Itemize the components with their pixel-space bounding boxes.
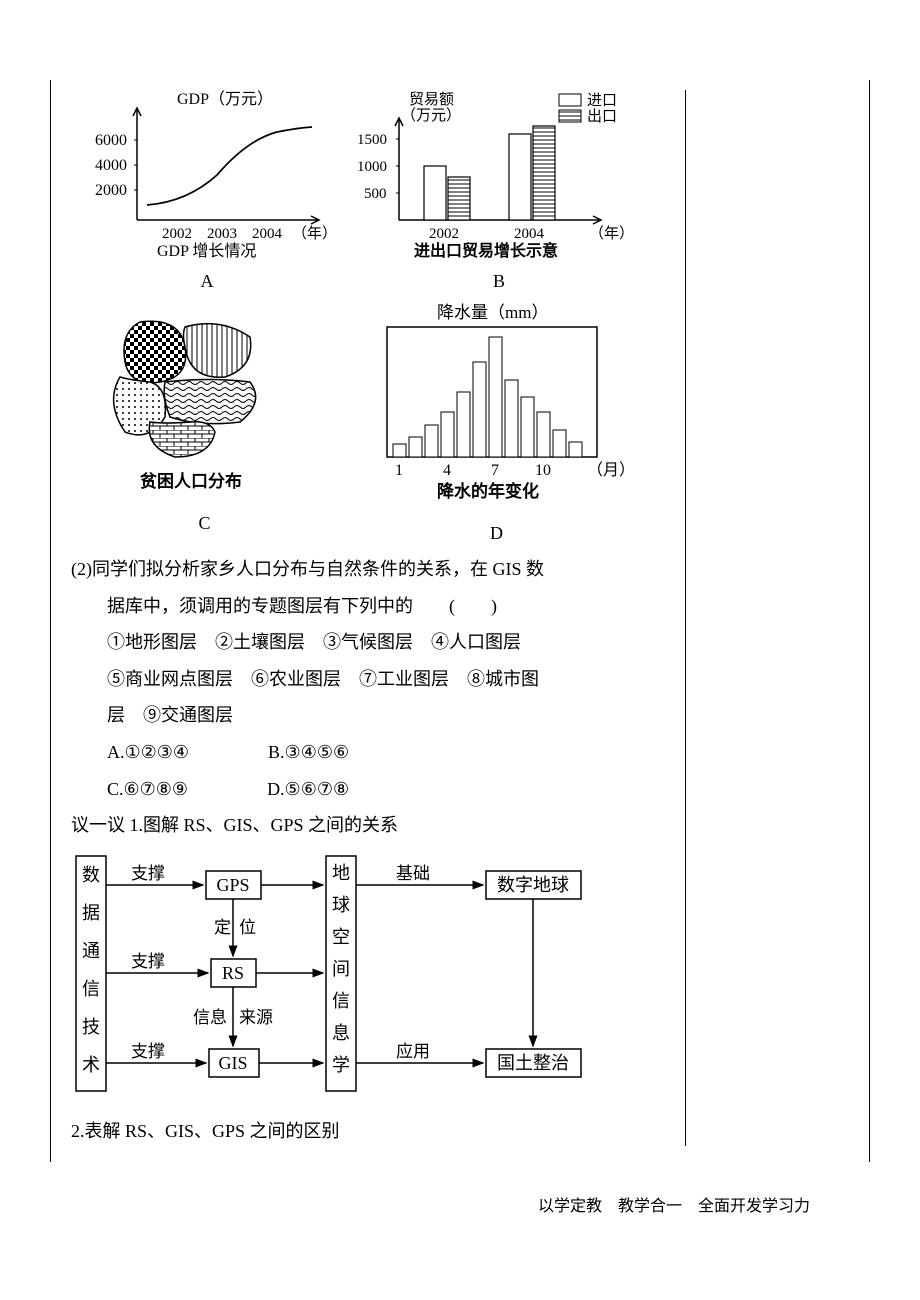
svg-text:空: 空 [332, 927, 350, 947]
svg-text:息: 息 [332, 1023, 350, 1043]
chart-d-xtick-4: 4 [443, 462, 451, 479]
flowchart: 数 据 通 信 技 术 地 球 空 间 信 息 学 GPS RS GIS 支撑 … [71, 851, 655, 1106]
node-land: 国土整治 [497, 1053, 569, 1073]
svg-text:学: 学 [332, 1055, 350, 1075]
edge-support-3: 支撑 [131, 1042, 165, 1061]
question2-choices-row1: A.①②③④ B.③④⑤⑥ [71, 737, 655, 768]
choice-d: D.⑤⑥⑦⑧ [267, 779, 349, 799]
svg-text:术: 术 [82, 1055, 100, 1075]
chart-a-title: GDP 增长情况 [157, 242, 256, 260]
chart-a-panel-label: A [77, 271, 337, 292]
chart-b-panel-label: B [349, 271, 649, 292]
chart-d-title-top: 降水量（mm） [437, 303, 548, 322]
node-digital: 数字地球 [497, 875, 569, 895]
svg-text:位: 位 [239, 918, 256, 937]
question2-options-line3: 层 ⑨交通图层 [71, 700, 655, 731]
chart-a-ytick-2000: 2000 [95, 182, 127, 199]
discuss-heading1: 议一议 1.图解 RS、GIS、GPS 之间的关系 [71, 810, 655, 841]
chart-b-legend-import: 进口 [587, 92, 617, 109]
chart-d-xtick-7: 7 [491, 462, 499, 479]
footer-text: 以学定教 教学合一 全面开发学习力 [50, 1192, 870, 1216]
svg-text:数: 数 [82, 865, 100, 885]
chart-a-xtick-2: 2004 [252, 226, 283, 242]
chart-a-ytick-4000: 4000 [95, 157, 127, 174]
chart-b-title: 进出口贸易增长示意 [414, 241, 558, 260]
question2-options-line1: ①地形图层 ②土壤图层 ③气候图层 ④人口图层 [71, 627, 655, 658]
svg-text:地: 地 [332, 863, 350, 883]
edge-support-2: 支撑 [131, 952, 165, 971]
question2-stem-line2: 据库中，须调用的专题图层有下列中的 ( ) [71, 591, 655, 622]
chart-b-legend-export: 出口 [587, 108, 617, 125]
chart-b-ytick-500: 500 [364, 186, 387, 202]
edge-support-1: 支撑 [131, 864, 165, 883]
chart-b-ylabel2: （万元） [401, 107, 461, 124]
choice-c: C.⑥⑦⑧⑨ [107, 779, 188, 799]
question2-choices-row2: C.⑥⑦⑧⑨ D.⑤⑥⑦⑧ [71, 774, 655, 805]
chart-a: GDP（万元） 2000 4000 6000 2002 2003 2004 （年… [77, 90, 337, 292]
chart-b-xtick-1: 2004 [514, 226, 545, 242]
chart-a-ytick-6000: 6000 [95, 132, 127, 149]
chart-d: 降水量（mm） 1 4 7 10 （月） 降水的年变化 D [357, 302, 637, 544]
svg-text:间: 间 [332, 959, 350, 979]
chart-b-ytick-1000: 1000 [357, 159, 387, 175]
choice-b: B.③④⑤⑥ [268, 742, 349, 762]
svg-text:据: 据 [82, 903, 100, 923]
svg-text:信息: 信息 [193, 1008, 227, 1027]
node-gis: GIS [218, 1053, 247, 1073]
question2-stem-line1: (2)同学们拟分析家乡人口分布与自然条件的关系，在 GIS 数 [71, 554, 655, 585]
node-gps: GPS [216, 875, 249, 895]
svg-text:来源: 来源 [239, 1008, 273, 1027]
chart-c: 贫困人口分布 C [90, 302, 320, 544]
charts-row-1: GDP（万元） 2000 4000 6000 2002 2003 2004 （年… [71, 90, 655, 292]
chart-b-ytick-1500: 1500 [357, 132, 387, 148]
chart-c-panel-label: C [90, 513, 320, 534]
svg-text:信: 信 [332, 991, 350, 1011]
chart-a-ylabel: GDP（万元） [177, 90, 273, 108]
chart-b-xtick-0: 2002 [429, 226, 459, 242]
chart-b: 贸易额 （万元） 进口 出口 500 1000 1500 [349, 90, 649, 292]
chart-d-panel-label: D [357, 523, 637, 544]
svg-text:球: 球 [332, 895, 350, 915]
svg-text:通: 通 [82, 941, 100, 961]
chart-a-xlabel: （年） [292, 225, 337, 242]
chart-d-xtick-10: 10 [535, 462, 551, 479]
chart-d-xtick-1: 1 [395, 462, 403, 479]
chart-d-title: 降水的年变化 [437, 481, 539, 501]
charts-row-2: 贫困人口分布 C 降水量（mm） 1 4 7 10 （月 [71, 302, 655, 544]
chart-a-xtick-1: 2003 [207, 226, 237, 242]
discuss-heading2: 2.表解 RS、GIS、GPS 之间的区别 [71, 1116, 655, 1147]
edge-base: 基础 [396, 864, 430, 883]
svg-text:信: 信 [82, 979, 100, 999]
svg-text:定: 定 [214, 918, 231, 937]
svg-text:技: 技 [82, 1017, 100, 1037]
chart-a-xtick-0: 2002 [162, 226, 192, 242]
chart-b-ylabel1: 贸易额 [409, 91, 454, 108]
chart-d-xlabel: （月） [587, 461, 635, 479]
node-rs: RS [222, 963, 244, 983]
chart-c-title: 贫困人口分布 [139, 471, 242, 491]
edge-apply: 应用 [396, 1042, 430, 1061]
chart-b-xlabel: （年） [589, 225, 634, 242]
choice-a: A.①②③④ [107, 742, 189, 762]
question2-options-line2: ⑤商业网点图层 ⑥农业图层 ⑦工业图层 ⑧城市图 [71, 664, 655, 695]
